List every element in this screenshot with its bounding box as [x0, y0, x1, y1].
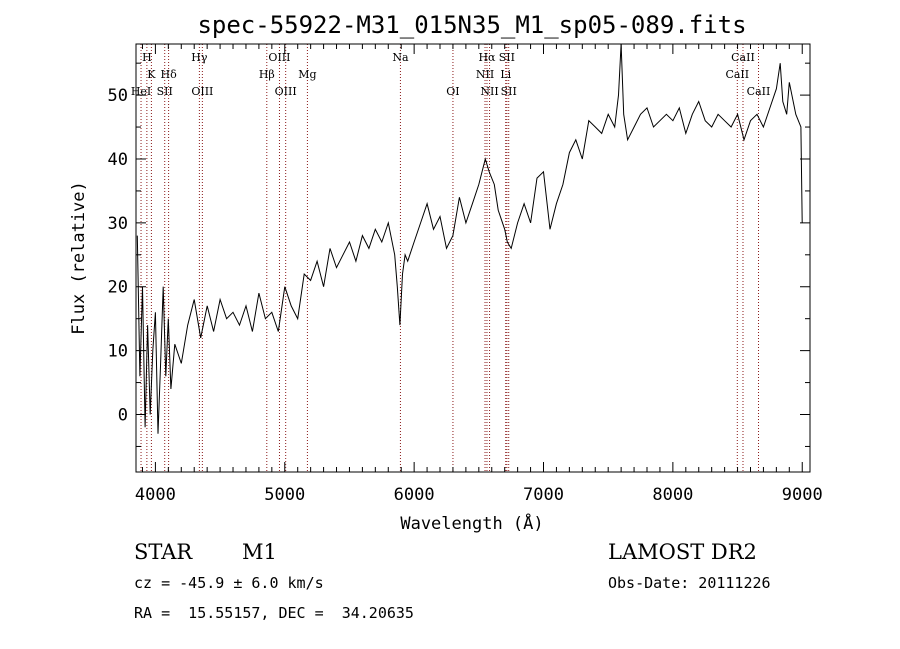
x-tick-label: 8000 — [652, 485, 693, 505]
spectrum-line — [136, 43, 803, 434]
line-marker-label: SII — [157, 85, 173, 98]
line-marker-label: CaII — [731, 51, 755, 64]
line-marker-label: Hδ — [160, 68, 177, 81]
line-marker-label: OIII — [191, 85, 213, 98]
object-class: STAR — [134, 540, 193, 564]
line-marker-label: K — [147, 68, 156, 81]
y-tick-label: 20 — [108, 278, 128, 298]
plot-frame — [135, 43, 811, 473]
line-marker-label: H — [142, 51, 152, 64]
line-marker-label: Mg — [298, 68, 316, 81]
line-marker-label: Li — [500, 68, 511, 81]
line-marker-label: Hβ — [259, 68, 275, 81]
line-marker-label: NII — [480, 85, 498, 98]
line-marker-label: SII — [499, 51, 515, 64]
x-tick-label: 9000 — [782, 485, 823, 505]
chart-title: spec-55922-M31_015N35_M1_sp05-089.fits — [197, 11, 746, 39]
survey-name: LAMOST DR2 — [608, 540, 757, 564]
y-tick-label: 10 — [108, 342, 128, 362]
line-marker-label: OI — [446, 85, 459, 98]
line-marker-label: Na — [392, 51, 409, 64]
line-marker-label: CaII — [725, 68, 749, 81]
line-marker-label: Hγ — [191, 51, 208, 64]
y-tick-label: 50 — [108, 86, 128, 106]
line-marker-label: SII — [501, 85, 517, 98]
x-tick-label: 5000 — [264, 485, 305, 505]
coordinates: RA = 15.55157, DEC = 34.20635 — [134, 604, 414, 622]
x-tick-label: 7000 — [523, 485, 564, 505]
y-tick-label: 0 — [118, 406, 128, 426]
y-axis-ticks: 0 10 20 30 40 50 — [108, 62, 810, 447]
line-marker-label: CaII — [747, 85, 771, 98]
observation-date: Obs-Date: 20111226 — [608, 574, 771, 592]
line-marker-label: OIII — [275, 85, 297, 98]
y-tick-label: 30 — [108, 214, 128, 234]
x-axis-ticks: 4000 5000 6000 7000 8000 9000 — [135, 44, 823, 505]
x-tick-label: 6000 — [394, 485, 435, 505]
line-marker-label: Hα — [478, 51, 496, 64]
redshift-velocity: cz = -45.9 ± 6.0 km/s — [134, 574, 324, 592]
emission-line-markers — [140, 44, 760, 472]
line-marker-label: HeI — [131, 85, 151, 98]
x-tick-label: 4000 — [135, 485, 176, 505]
line-marker-label: OIII — [268, 51, 290, 64]
line-marker-label: NII — [476, 68, 494, 81]
object-subclass: M1 — [242, 540, 277, 564]
y-axis-label: Flux (relative) — [69, 181, 89, 335]
y-tick-label: 40 — [108, 150, 128, 170]
x-axis-label: Wavelength (Å) — [400, 512, 543, 534]
